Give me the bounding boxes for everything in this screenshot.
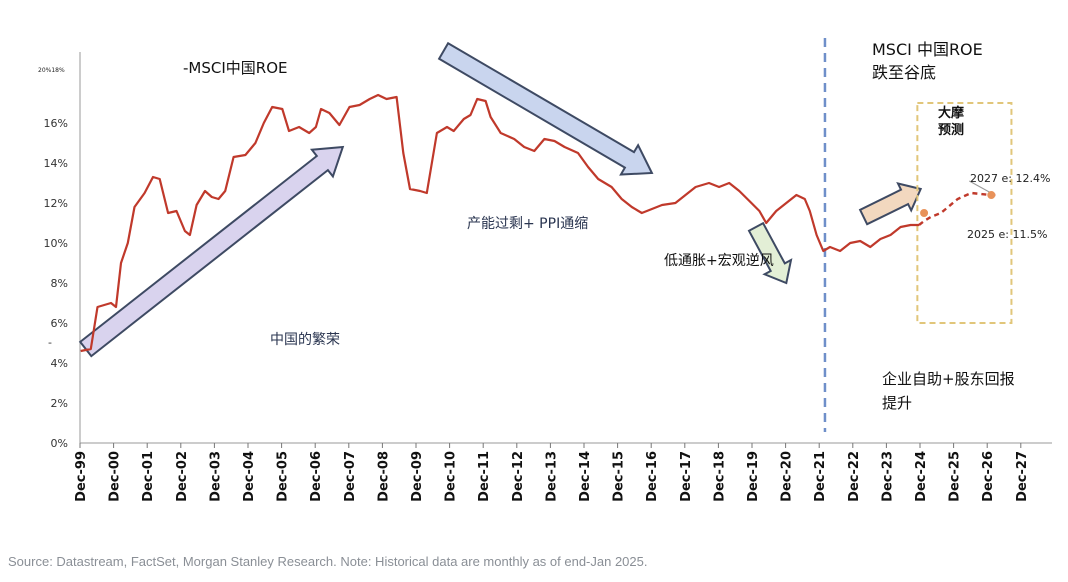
trend-arrow [747,221,793,285]
y-tick-label: 4% [51,357,68,370]
shareholder-label-line2: 提升 [882,394,912,412]
forecast-box-title-1: 大摩 [938,105,965,121]
y-min-label: - [48,336,52,349]
x-tick-label: Dec-18 [712,451,727,502]
x-tick-label: Dec-10 [444,451,459,502]
prosperity-label: 中国的繁荣 [270,332,340,348]
y-tick-label: 0% [51,437,68,450]
x-tick-label: Dec-23 [880,451,895,502]
x-tick-label: Dec-03 [208,451,223,502]
forecast-2027-leader [969,180,990,193]
x-tick-label: Dec-06 [309,451,324,502]
x-tick-label: Dec-21 [813,451,828,502]
x-tick-label: Dec-00 [108,451,123,502]
forecast-box-title-2: 预测 [938,122,964,138]
forecast-label-2027: 2027 e: 12.4% [970,172,1050,185]
chart-area: 0% 2% 4% 6% 8% 10% 12% 14% 16% Dec-99 Dec-00 Dec-0… [38,38,1052,502]
trough-label-line2: 跌至谷底 [872,63,936,82]
trough-label-line1: MSCI 中国ROE [872,40,983,59]
y-tick-label: 2% [51,397,68,410]
x-tick-label: Dec-02 [175,451,190,502]
x-tick-label: Dec-12 [511,451,526,502]
x-tick-label: Dec-16 [645,451,660,502]
x-tick-label: Dec-09 [410,451,425,502]
forecast-box [916,102,1013,324]
overcapacity-label: 产能过剩+ PPI通缩 [467,216,588,232]
x-tick-label: Dec-11 [477,451,492,502]
x-tick-label: Dec-24 [914,451,929,502]
x-tick-label: Dec-07 [343,451,358,502]
x-tick-label: Dec-26 [981,451,996,502]
trend-arrows [78,41,923,358]
y-tick-label: 8% [51,277,68,290]
corner-label: 20%18% [38,67,65,74]
y-tick-label: 6% [51,317,68,330]
y-tick-label: 16% [44,117,68,130]
trend-arrow [78,145,345,358]
y-tick-label: 12% [44,197,68,210]
x-tick-label: Dec-22 [847,451,862,502]
forecast-label-2025: 2025 e: 11.5% [967,228,1047,241]
x-tick-label: Dec-27 [1015,451,1030,502]
x-tick-label: Dec-08 [376,451,391,502]
x-tick-label: Dec-04 [242,451,257,502]
trend-arrow [437,41,654,176]
forecast-box-outline [916,102,1013,324]
x-tick-label: Dec-19 [746,451,761,502]
trend-arrow [858,182,923,226]
series-label: -MSCI中国ROE [183,59,287,77]
shareholder-label-line1: 企业自助+股东回报 [882,370,1015,388]
forecast-roe-line [918,191,998,226]
forecast-markers [920,180,996,217]
x-tick-label: Dec-25 [948,451,963,502]
x-tick-label: Dec-14 [578,451,593,502]
x-tick-label: Dec-99 [74,451,89,502]
y-tick-label: 10% [44,237,68,250]
historical-roe-line [80,93,919,353]
x-axis: Dec-99 Dec-00 Dec-01 Dec-02 Dec-03 Dec-04 Dec-… [74,442,1052,502]
x-tick-label: Dec-20 [780,451,795,502]
x-tick-label: Dec-05 [276,451,291,502]
x-tick-label: Dec-15 [612,451,627,502]
source-note: Source: Datastream, FactSet, Morgan Stan… [8,554,648,569]
y-tick-label: 14% [44,157,68,170]
x-tick-label: Dec-17 [679,451,694,502]
x-tick-label: Dec-01 [141,451,156,502]
forecast-point [920,209,929,217]
headwind-label: 低通胀+宏观逆风 [664,253,774,269]
y-axis: 0% 2% 4% 6% 8% 10% 12% 14% 16% [44,52,81,450]
forecast-point [987,191,996,199]
x-tick-label: Dec-13 [544,451,559,502]
